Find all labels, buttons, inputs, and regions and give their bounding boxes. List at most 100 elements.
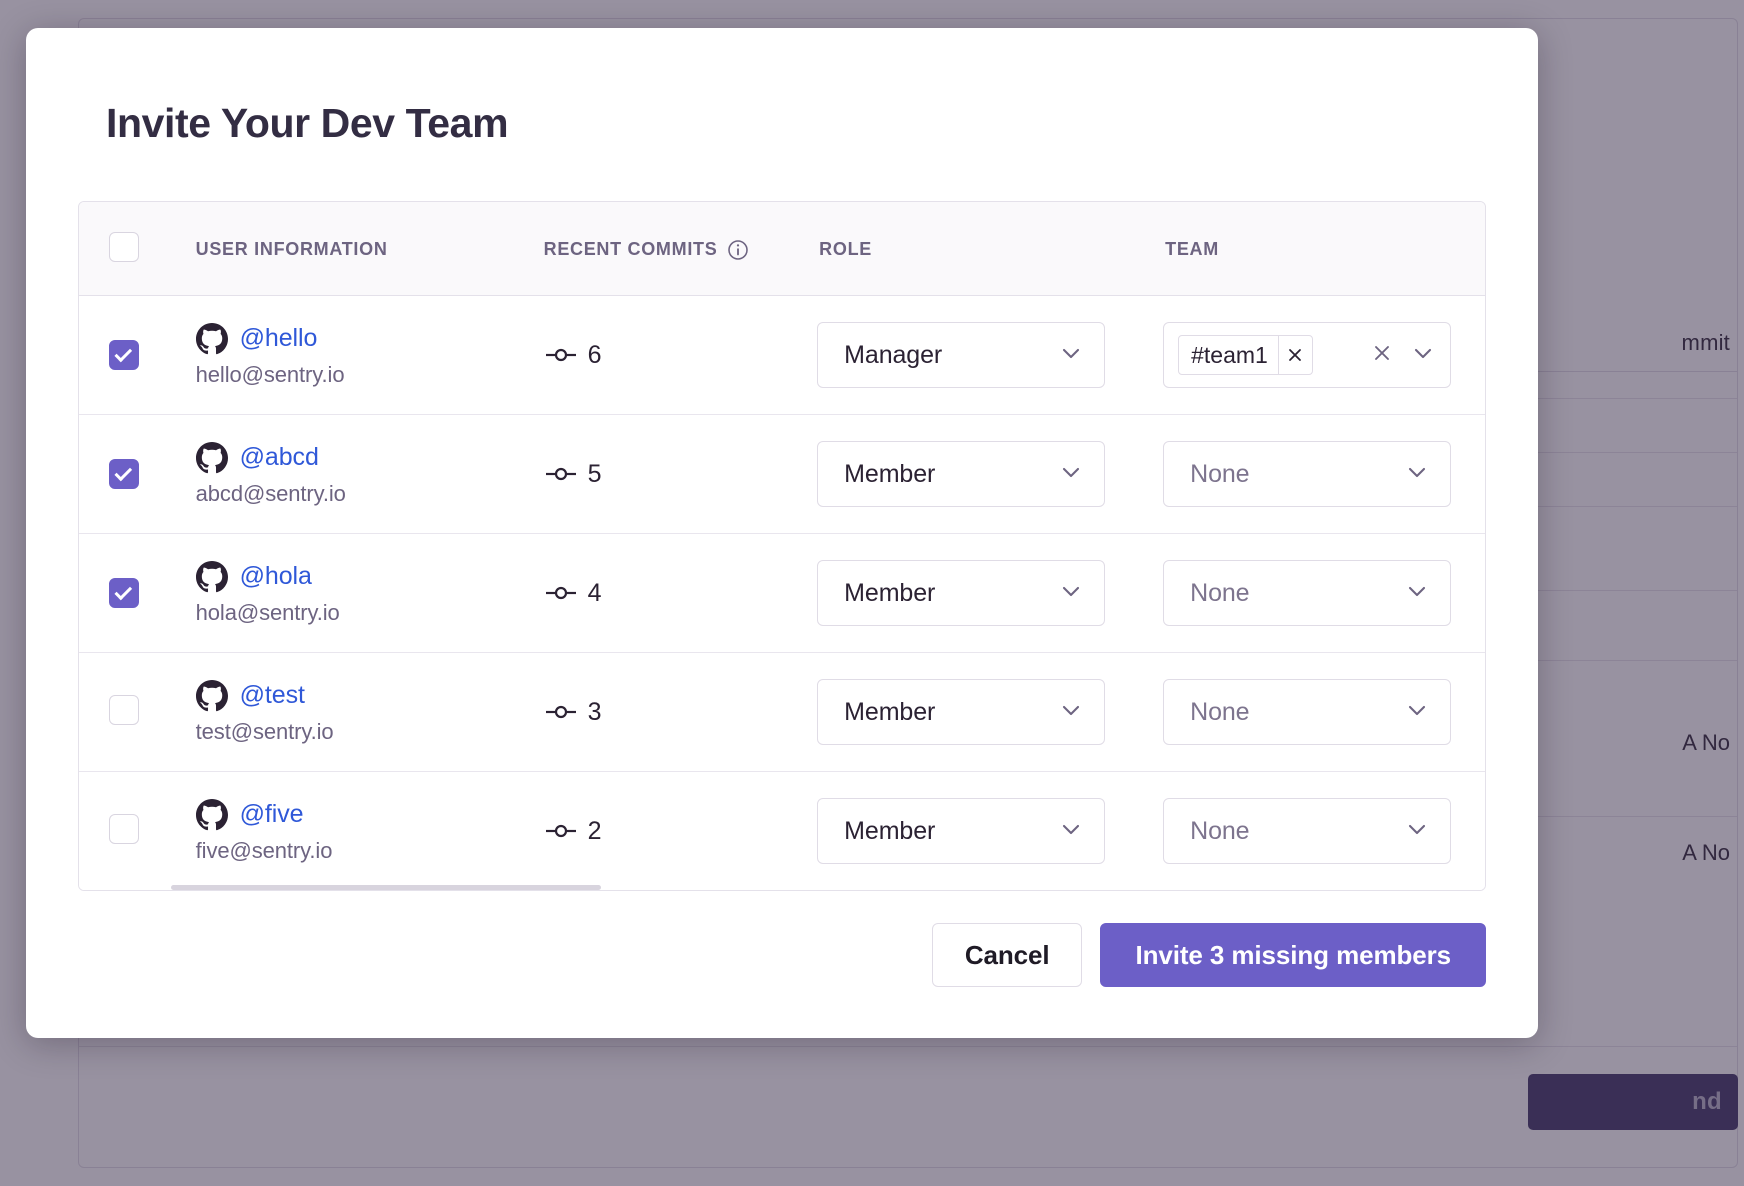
table-row: @five five@sentry.io bbox=[79, 771, 1485, 890]
team-select[interactable]: None bbox=[1163, 679, 1452, 745]
user-cell: @hola hola@sentry.io bbox=[195, 533, 544, 653]
role-cell: Manager bbox=[817, 295, 1164, 415]
commits-cell: 4 bbox=[543, 533, 818, 653]
team-tag-remove-icon[interactable] bbox=[1277, 336, 1312, 374]
github-icon bbox=[195, 560, 228, 593]
team-select[interactable]: #team1 bbox=[1163, 322, 1452, 388]
table-row: @test test@sentry.io bbox=[79, 652, 1485, 772]
role-cell: Member bbox=[817, 414, 1164, 534]
role-select-value: Member bbox=[844, 459, 936, 488]
invite-members-modal: Invite Your Dev Team USER INFORMATION RE… bbox=[26, 28, 1538, 1038]
modal-footer: Cancel Invite 3 missing members bbox=[78, 923, 1486, 987]
row-select-cell bbox=[79, 414, 196, 534]
commits-cell: 5 bbox=[543, 414, 818, 534]
role-cell: Member bbox=[817, 533, 1164, 653]
team-cell: None bbox=[1163, 533, 1485, 653]
column-header-role: ROLE bbox=[817, 202, 1164, 296]
column-header-recent-commits: RECENT COMMITS bbox=[543, 202, 818, 296]
role-cell: Member bbox=[817, 771, 1164, 890]
column-header-team: TEAM bbox=[1163, 202, 1485, 296]
table-row: @hello hello@sentry.io bbox=[79, 295, 1485, 415]
row-select-cell bbox=[79, 295, 196, 415]
chevron-down-icon bbox=[1058, 697, 1084, 728]
user-cell: @five five@sentry.io bbox=[195, 771, 544, 890]
role-select[interactable]: Manager bbox=[817, 322, 1106, 388]
commits-count: 5 bbox=[587, 459, 602, 488]
role-select[interactable]: Member bbox=[817, 679, 1106, 745]
cancel-button[interactable]: Cancel bbox=[931, 923, 1083, 987]
user-email: five@sentry.io bbox=[195, 837, 333, 863]
commits-cell: 6 bbox=[543, 295, 818, 415]
git-commit-icon bbox=[545, 823, 576, 839]
chevron-down-icon bbox=[1058, 816, 1084, 847]
team-select-placeholder: None bbox=[1190, 578, 1250, 607]
role-select-value: Member bbox=[844, 578, 936, 607]
user-email: abcd@sentry.io bbox=[195, 480, 346, 506]
row-checkbox[interactable] bbox=[109, 694, 139, 725]
team-select[interactable]: None bbox=[1163, 798, 1452, 864]
horizontal-scrollbar[interactable] bbox=[171, 885, 601, 890]
table-row: @abcd abcd@sentry.io bbox=[79, 414, 1485, 534]
github-icon bbox=[195, 322, 228, 355]
invite-members-button[interactable]: Invite 3 missing members bbox=[1100, 923, 1486, 987]
user-email: hello@sentry.io bbox=[195, 361, 345, 387]
chevron-down-icon bbox=[1058, 340, 1084, 371]
row-select-cell bbox=[79, 652, 196, 772]
commits-cell: 3 bbox=[543, 652, 818, 772]
row-checkbox[interactable] bbox=[109, 578, 139, 608]
modal-title: Invite Your Dev Team bbox=[106, 100, 509, 146]
team-tag-label: #team1 bbox=[1191, 341, 1268, 368]
team-select-placeholder: None bbox=[1190, 459, 1250, 488]
team-cell: None bbox=[1163, 771, 1485, 890]
row-checkbox[interactable] bbox=[109, 813, 139, 844]
team-cell: None bbox=[1163, 414, 1485, 534]
user-handle-link[interactable]: @test bbox=[239, 681, 305, 709]
role-select[interactable]: Member bbox=[817, 560, 1106, 626]
role-select-value: Manager bbox=[844, 340, 943, 369]
user-email: hola@sentry.io bbox=[195, 599, 340, 625]
table-row: @hola hola@sentry.io bbox=[79, 533, 1485, 653]
chevron-down-icon bbox=[1404, 697, 1430, 728]
role-select[interactable]: Member bbox=[817, 441, 1106, 507]
commits-cell: 2 bbox=[543, 771, 818, 890]
chevron-down-icon bbox=[1058, 459, 1084, 490]
team-select[interactable]: None bbox=[1163, 441, 1452, 507]
user-cell: @hello hello@sentry.io bbox=[195, 295, 544, 415]
chevron-down-icon[interactable] bbox=[1410, 340, 1436, 371]
chevron-down-icon bbox=[1404, 459, 1430, 490]
git-commit-icon bbox=[545, 704, 576, 720]
column-header-user-information: USER INFORMATION bbox=[195, 202, 544, 296]
role-select[interactable]: Member bbox=[817, 798, 1106, 864]
row-checkbox[interactable] bbox=[109, 459, 139, 489]
select-all-checkbox[interactable] bbox=[109, 232, 139, 262]
team-cell: #team1 bbox=[1163, 295, 1485, 415]
user-handle-link[interactable]: @abcd bbox=[239, 443, 319, 471]
commits-count: 2 bbox=[587, 816, 602, 845]
team-tag[interactable]: #team1 bbox=[1178, 335, 1313, 375]
user-email: test@sentry.io bbox=[195, 718, 334, 744]
info-icon[interactable] bbox=[727, 239, 749, 261]
user-cell: @abcd abcd@sentry.io bbox=[195, 414, 544, 534]
role-select-value: Member bbox=[844, 816, 936, 845]
row-checkbox[interactable] bbox=[109, 340, 139, 370]
user-handle-link[interactable]: @hello bbox=[239, 324, 318, 352]
user-handle-link[interactable]: @hola bbox=[239, 562, 312, 590]
user-handle-link[interactable]: @five bbox=[239, 800, 304, 828]
row-select-cell bbox=[79, 771, 196, 890]
team-select-placeholder: None bbox=[1190, 697, 1250, 726]
members-table-body: @hello hello@sentry.io bbox=[79, 295, 1485, 890]
team-select[interactable]: None bbox=[1163, 560, 1452, 626]
chevron-down-icon bbox=[1058, 578, 1084, 609]
git-commit-icon bbox=[545, 347, 576, 363]
team-select-placeholder: None bbox=[1190, 816, 1250, 845]
user-cell: @test test@sentry.io bbox=[195, 652, 544, 772]
role-cell: Member bbox=[817, 652, 1164, 772]
table-header-row: USER INFORMATION RECENT COMMITS bbox=[79, 202, 1485, 296]
commits-count: 6 bbox=[587, 340, 602, 369]
chevron-down-icon bbox=[1404, 816, 1430, 847]
clear-team-icon[interactable] bbox=[1370, 341, 1394, 370]
members-table: USER INFORMATION RECENT COMMITS bbox=[79, 202, 1485, 890]
git-commit-icon bbox=[545, 585, 576, 601]
commits-count: 4 bbox=[587, 578, 602, 607]
